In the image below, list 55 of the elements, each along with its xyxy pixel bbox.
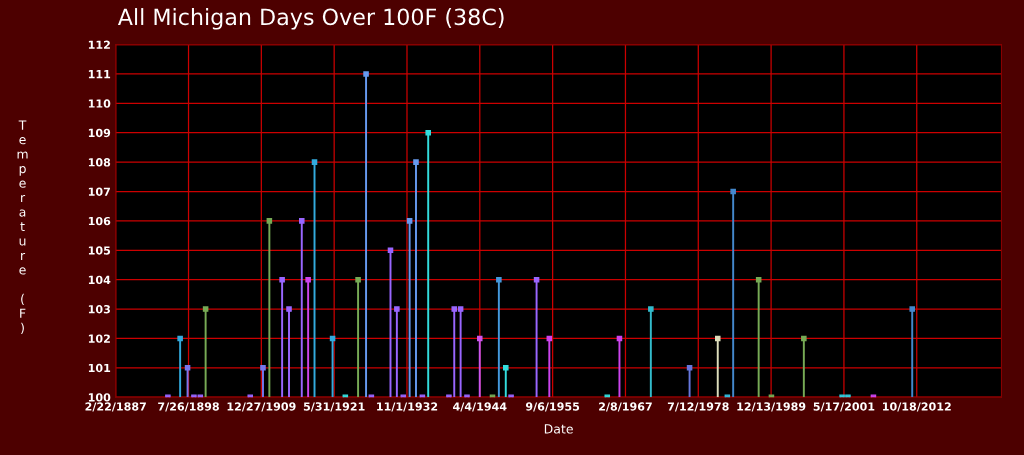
x-tick-label: 4/4/1944: [453, 402, 507, 412]
y-tick-label: 103: [88, 305, 110, 314]
y-tick-label: 108: [88, 158, 111, 167]
y-tick-label: 100: [88, 393, 111, 402]
x-tick-label: 10/18/2012: [883, 402, 951, 412]
point: [730, 188, 736, 195]
point: [279, 276, 285, 283]
point: [686, 365, 693, 371]
point: [177, 335, 183, 342]
y-tick-label: 104: [88, 275, 111, 285]
point: [363, 71, 369, 77]
point: [298, 218, 305, 224]
x-axis-title: Date: [544, 424, 573, 434]
point: [714, 335, 721, 342]
text: Temperature (F): [17, 120, 28, 334]
y-tick-label: 112: [88, 40, 110, 49]
y-tick-label: 107: [88, 187, 110, 196]
point: [305, 276, 311, 283]
point: [394, 306, 400, 312]
point: [266, 218, 273, 224]
point: [648, 306, 654, 312]
point: [406, 218, 413, 224]
point: [311, 159, 318, 165]
chart-title: All Michigan Days Over 100F (38C): [117, 8, 504, 30]
point: [355, 276, 361, 283]
point: [425, 129, 431, 136]
point: [909, 306, 915, 312]
x-tick-label: 9/6/1955: [525, 402, 580, 412]
x-tick-label: 5/31/1921: [303, 402, 365, 412]
point: [457, 306, 464, 312]
point: [801, 335, 807, 342]
y-tick-label: 111: [88, 70, 111, 79]
point: [286, 306, 292, 312]
y-tick-label: 109: [88, 128, 111, 138]
x-tick-label: 2/8/1967: [599, 402, 652, 412]
x-tick-label: 12/13/1989: [737, 402, 806, 412]
x-tick-label: 12/27/1909: [227, 402, 296, 412]
point: [413, 159, 419, 165]
point: [502, 365, 509, 371]
point: [260, 365, 266, 371]
point: [476, 335, 483, 342]
y-tick-label: 101: [88, 363, 111, 373]
x-tick-label: 11/1/1932: [377, 402, 438, 412]
x-tick-label: 7/12/1978: [667, 402, 729, 412]
point: [184, 365, 191, 371]
point: [451, 306, 458, 312]
y-tick-label: 110: [88, 99, 111, 108]
point: [202, 306, 209, 312]
x-tick-label: 7/26/1898: [158, 402, 219, 412]
point: [496, 276, 502, 283]
x-tick-label: 2/22/1887: [85, 402, 146, 412]
x-tick-label: 5/17/2001: [813, 402, 875, 412]
y-tick-label: 105: [88, 246, 111, 255]
y-tick-label: 102: [88, 334, 110, 343]
y-tick-label: 106: [88, 216, 111, 226]
